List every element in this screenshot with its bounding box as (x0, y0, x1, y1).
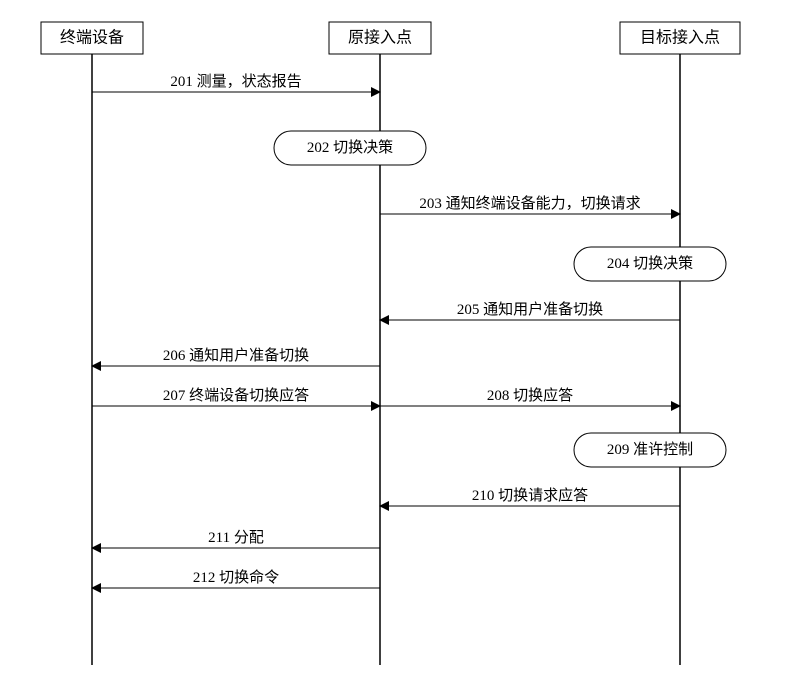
message-label-206: 206 通知用户准备切换 (163, 347, 309, 364)
message-label-210: 210 切换请求应答 (472, 486, 588, 504)
decision-label-204: 204 切换决策 (607, 255, 693, 272)
actor-label-terminal: 终端设备 (60, 29, 124, 47)
message-label-211: 211 分配 (208, 529, 264, 546)
decision-label-209: 209 准许控制 (607, 441, 693, 458)
message-label-201: 201 测量，状态报告 (170, 73, 301, 90)
message-label-203: 203 通知终端设备能力，切换请求 (419, 195, 640, 212)
actor-label-source: 原接入点 (348, 29, 412, 47)
decision-label-202: 202 切换决策 (307, 139, 393, 156)
message-label-207: 207 终端设备切换应答 (163, 386, 309, 404)
message-label-205: 205 通知用户准备切换 (457, 301, 603, 318)
message-label-212: 212 切换命令 (193, 568, 279, 586)
message-label-208: 208 切换应答 (487, 386, 573, 404)
actor-label-target: 目标接入点 (640, 29, 720, 47)
